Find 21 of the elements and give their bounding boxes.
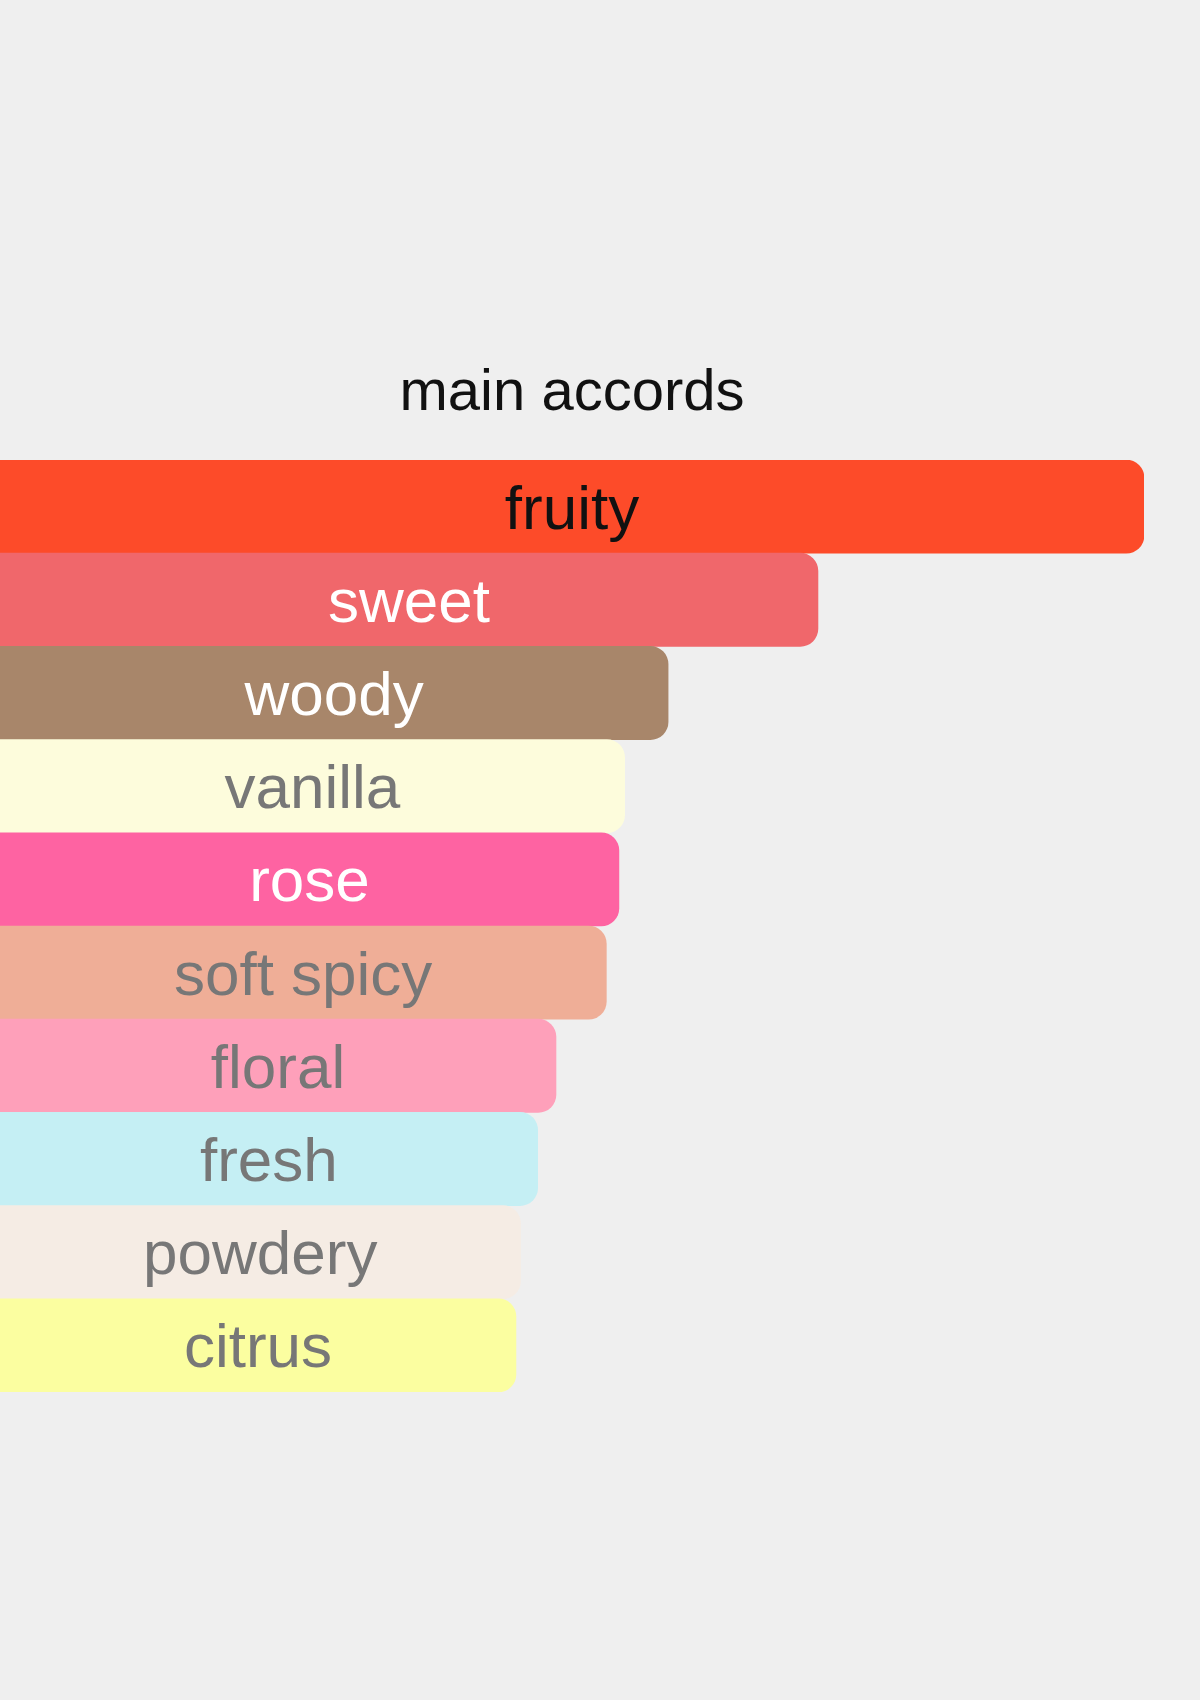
bar bbox=[0, 925, 607, 1020]
bar bbox=[0, 832, 620, 927]
bar bbox=[0, 1112, 539, 1206]
bar bbox=[0, 1018, 557, 1113]
y-tick-label: citrus bbox=[183, 1311, 333, 1381]
y-tick-label: floral bbox=[210, 1031, 346, 1101]
y-tick-label: vanilla bbox=[224, 752, 401, 822]
y-tick-label: sweet bbox=[328, 565, 490, 635]
y-tick-label: rose bbox=[249, 845, 370, 915]
bar bbox=[0, 460, 1144, 554]
bar bbox=[0, 739, 625, 834]
bar bbox=[0, 552, 819, 647]
bar bbox=[0, 646, 669, 740]
bar bbox=[0, 1298, 517, 1392]
bar bbox=[0, 1205, 521, 1300]
y-tick-label: fresh bbox=[199, 1125, 338, 1194]
y-tick-label: woody bbox=[243, 659, 424, 728]
y-tick-label: soft spicy bbox=[173, 938, 433, 1008]
chart-title: main accords bbox=[399, 357, 745, 422]
y-tick-label: powdery bbox=[143, 1218, 378, 1288]
y-tick-label: fruity bbox=[504, 472, 640, 542]
